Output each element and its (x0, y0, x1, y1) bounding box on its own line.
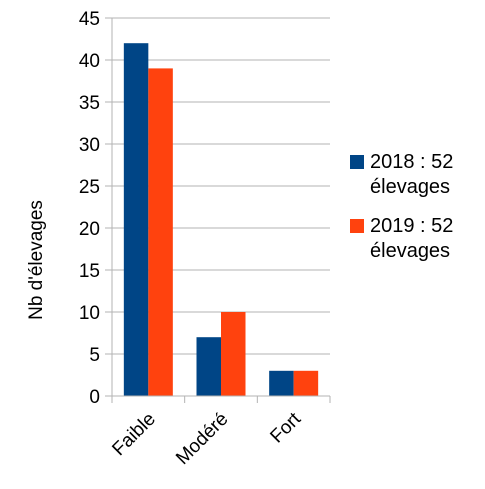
y-tick-label: 20 (79, 219, 100, 240)
x-tick-label: Faible (108, 409, 159, 460)
y-tick-label: 25 (79, 177, 100, 198)
y-tick-label: 40 (79, 51, 100, 72)
y-tick-label: 0 (89, 387, 100, 408)
y-tick-label: 10 (79, 303, 100, 324)
y-tick-label: 30 (79, 135, 100, 156)
bar (148, 68, 173, 397)
x-tick-label: Modéré (172, 409, 232, 469)
x-tick-label: Fort (266, 408, 305, 447)
legend-swatch (350, 219, 364, 233)
bar (293, 370, 319, 396)
legend-label: 2019 : 52 élevages (370, 215, 454, 262)
legend-swatch (350, 155, 364, 169)
legend-item: 2018 : 52 élevages (350, 150, 480, 200)
y-tick-label: 15 (79, 261, 100, 282)
bar (196, 337, 221, 396)
y-axis-label: Nb d'élevages (26, 200, 47, 320)
legend-item: 2019 : 52 élevages (350, 214, 480, 264)
bar (123, 43, 149, 396)
bar (269, 370, 294, 396)
legend-label: 2018 : 52 élevages (370, 151, 454, 198)
y-tick-label: 5 (89, 345, 100, 366)
y-tick-label: 45 (79, 9, 100, 30)
y-tick-label: 35 (79, 93, 100, 114)
bar (221, 312, 246, 396)
